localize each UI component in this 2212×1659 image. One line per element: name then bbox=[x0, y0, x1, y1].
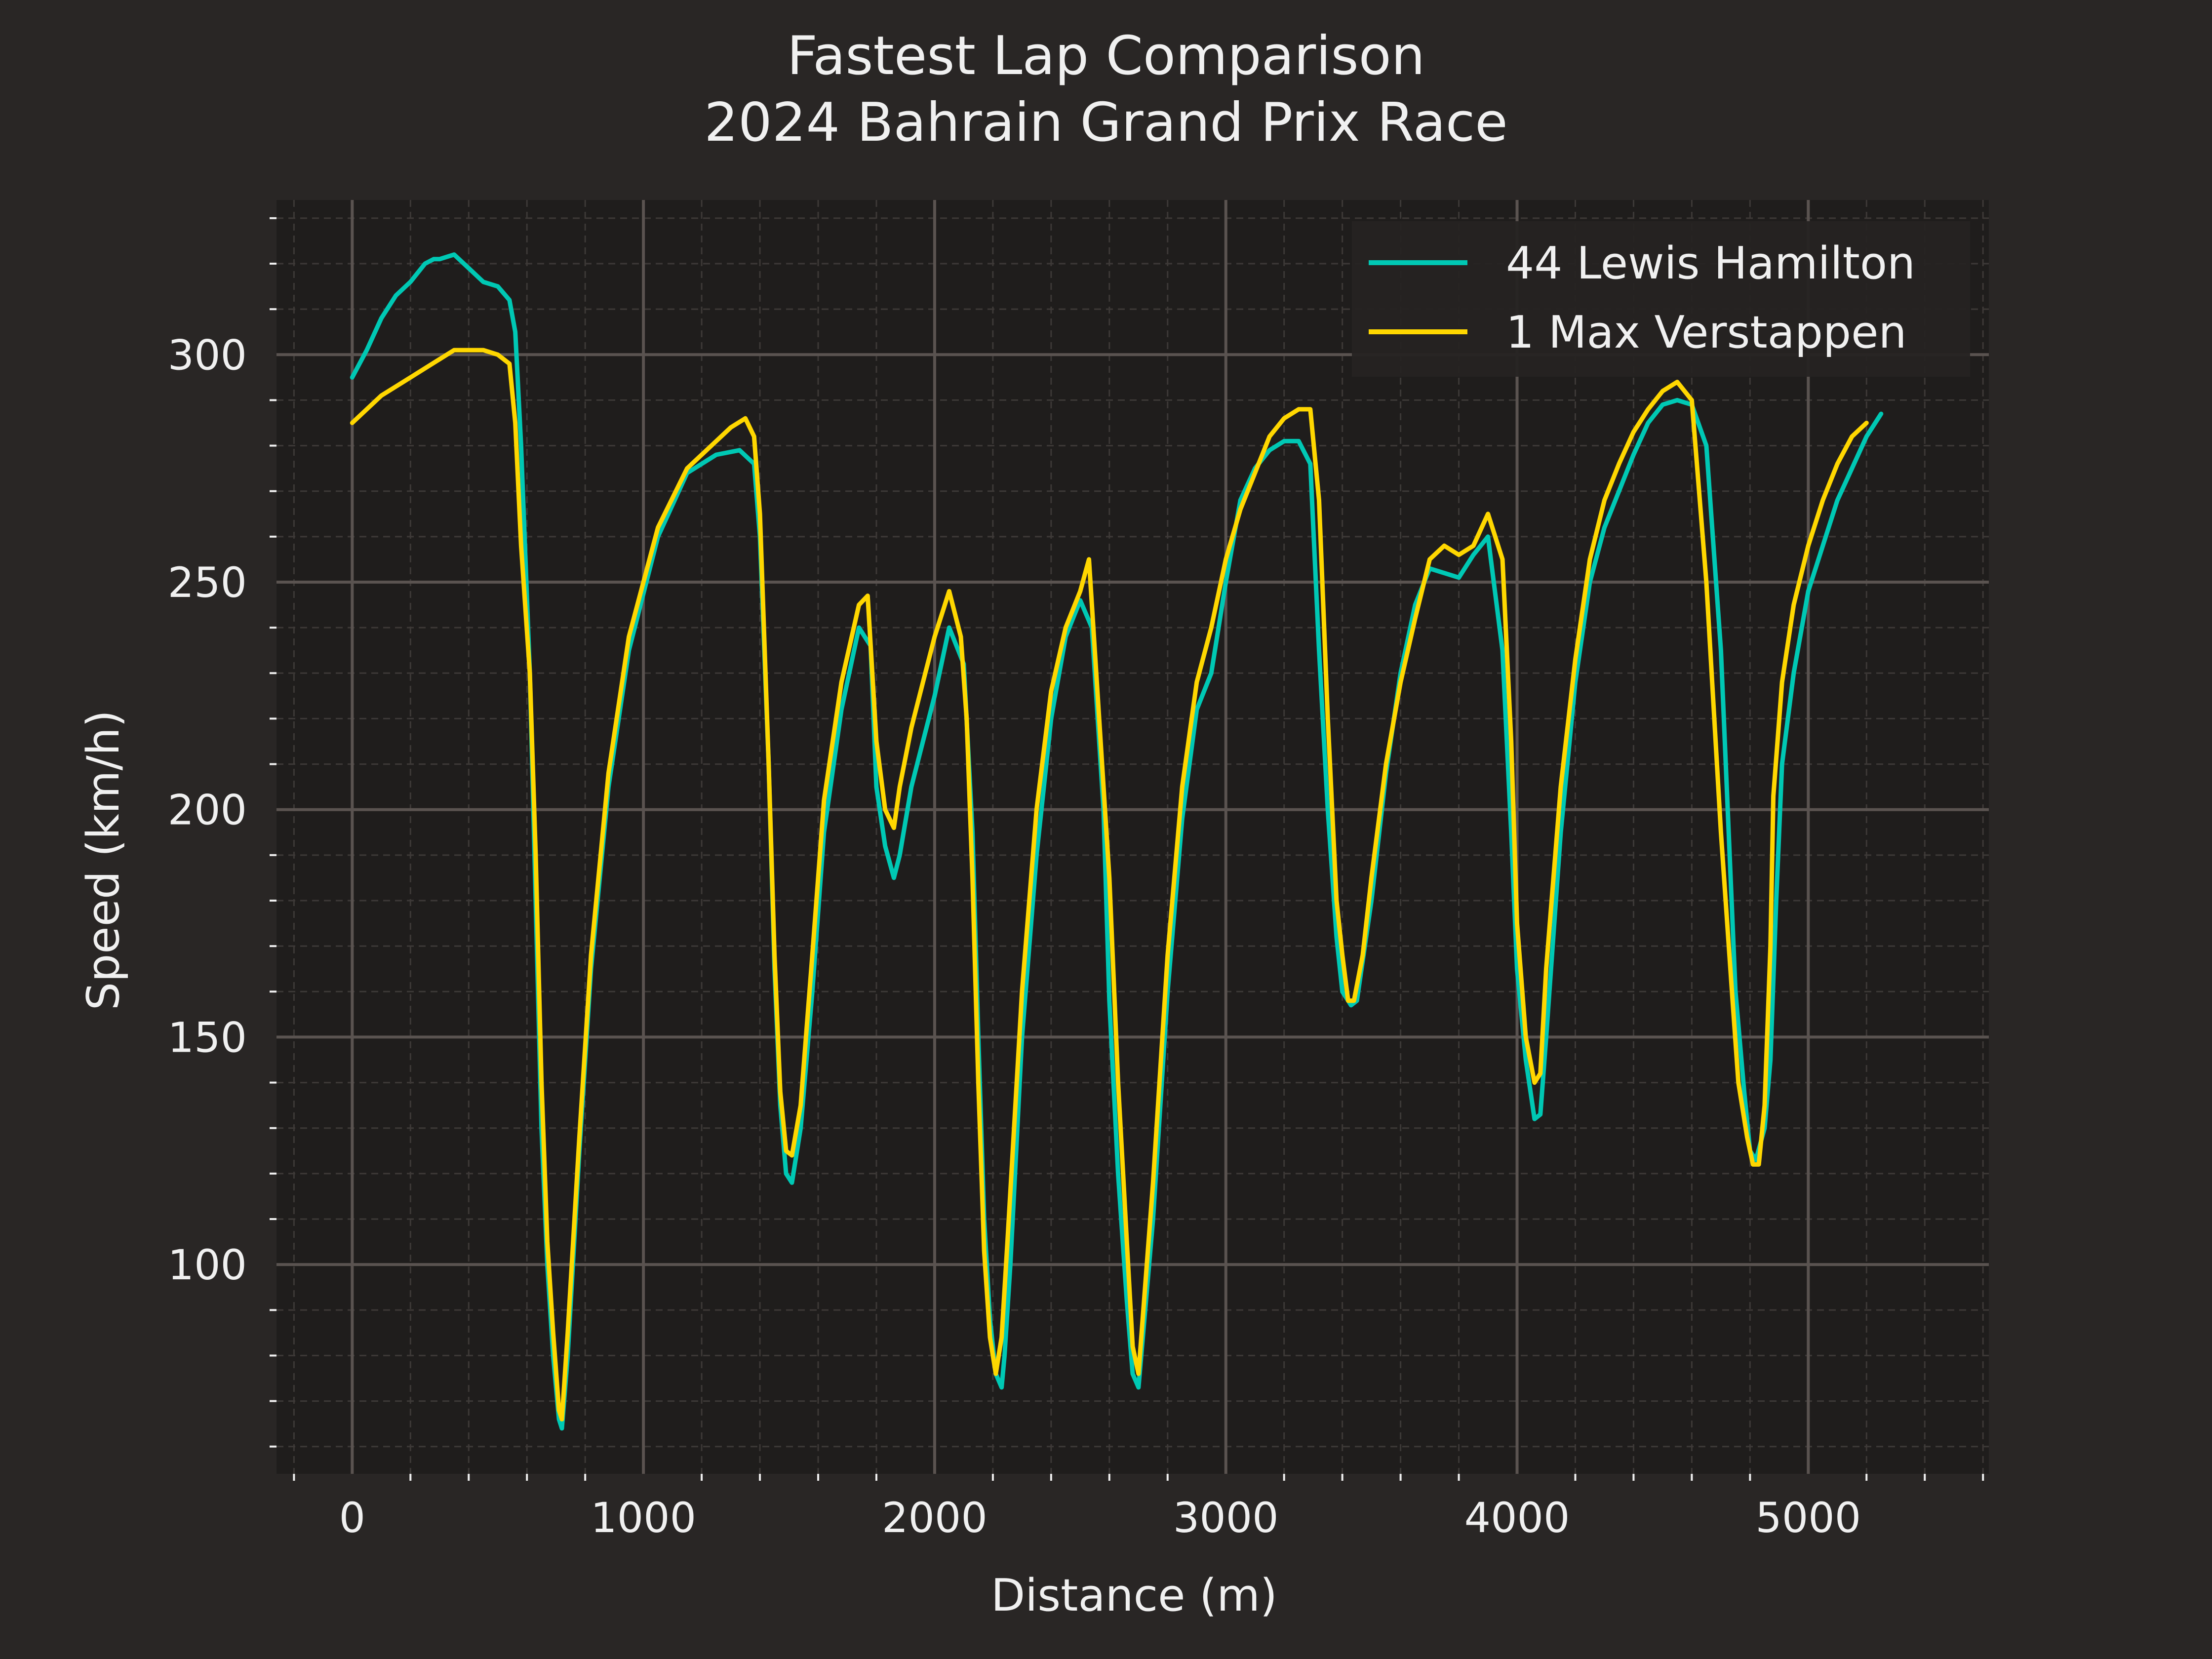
x-axis-label: Distance (m) bbox=[991, 1570, 1277, 1621]
plot-area bbox=[276, 200, 1989, 1474]
x-tick-label: 2000 bbox=[882, 1494, 988, 1542]
legend-entry: 44 Lewis Hamilton bbox=[1506, 237, 1915, 289]
major-grid bbox=[276, 200, 1989, 1474]
series-layer bbox=[350, 252, 1884, 1431]
y-axis-ticks: 100 150 200 250 300 bbox=[168, 217, 276, 1448]
chart-title: Fastest Lap Comparison bbox=[787, 25, 1425, 87]
y-tick-label: 250 bbox=[168, 558, 247, 607]
y-tick-label: 300 bbox=[168, 331, 247, 379]
legend-box bbox=[1352, 221, 1970, 377]
x-tick-label: 5000 bbox=[1755, 1494, 1861, 1542]
chart-subtitle: 2024 Bahrain Grand Prix Race bbox=[704, 92, 1507, 154]
x-tick-label: 1000 bbox=[591, 1494, 696, 1542]
legend-entry: 1 Max Verstappen bbox=[1506, 307, 1907, 358]
plot-background bbox=[276, 200, 1989, 1474]
y-tick-label: 100 bbox=[168, 1241, 247, 1289]
x-tick-label: 3000 bbox=[1173, 1494, 1279, 1542]
series-line-2 bbox=[350, 348, 1869, 1422]
y-tick-label: 150 bbox=[168, 1013, 247, 1062]
x-tick-label: 0 bbox=[339, 1494, 365, 1542]
x-axis-ticks: 0 1000 2000 3000 4000 5000 bbox=[293, 1474, 1984, 1542]
y-tick-label: 200 bbox=[168, 786, 247, 834]
x-tick-label: 4000 bbox=[1464, 1494, 1570, 1542]
legend: 44 Lewis Hamilton 1 Max Verstappen bbox=[1352, 221, 1970, 377]
y-axis-label: Speed (km/h) bbox=[78, 710, 129, 1010]
